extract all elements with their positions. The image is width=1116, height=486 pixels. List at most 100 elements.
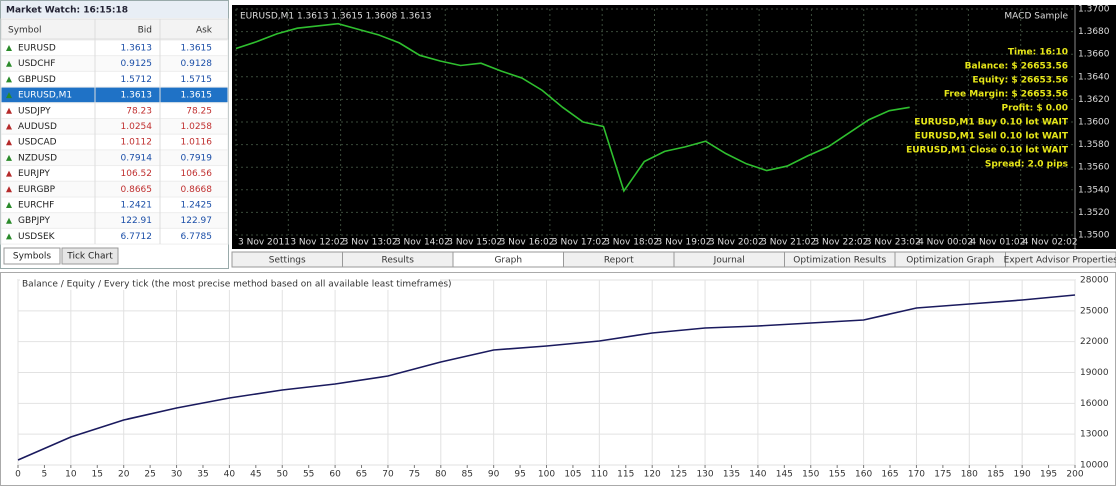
ask: 0.8668 [181,185,213,195]
x-tick-label: 95 [514,470,525,480]
balance-tick-label: 19000 [1080,368,1109,378]
time-label: 3 Nov 23:02 [866,238,921,248]
bid: 78.23 [126,106,152,116]
time-label: 3 Nov 2011 [238,238,290,248]
arrow-icon [6,233,12,240]
tester-tab-label: Graph [494,256,522,266]
ask: 1.2425 [181,201,213,211]
arrow-icon [6,139,12,146]
x-tick-label: 60 [329,470,341,480]
symbol: EURJPY [18,169,50,179]
price-tick-label: 1.3580 [1078,140,1110,150]
tester-tab-label: Journal [713,256,745,266]
arrow-icon [6,170,12,177]
x-tick-label: 30 [171,470,183,480]
bid: 6.7712 [121,232,153,242]
x-tick-label: 195 [1040,470,1057,480]
x-tick-label: 0 [15,470,21,480]
bid: 1.5712 [121,75,153,85]
price-tick-label: 1.3520 [1078,208,1110,218]
price-tick-label: 1.3660 [1078,50,1110,60]
bid: 1.0254 [121,122,153,132]
arrow-icon [6,123,12,130]
x-tick-label: 125 [670,470,687,480]
column-header[interactable]: Ask [196,26,213,36]
arrow-icon [6,107,12,114]
x-tick-label: 100 [538,470,555,480]
x-tick-label: 20 [118,470,130,480]
tester-tab-label: Results [382,256,415,266]
x-tick-label: 120 [644,470,661,480]
x-tick-label: 200 [1066,470,1083,480]
tester-tab-label: Optimization Results [793,256,886,266]
balance-tick-label: 25000 [1080,306,1109,316]
price-line [235,22,910,193]
balance-tick-label: 16000 [1080,399,1109,409]
column-header[interactable]: Symbol [8,26,42,36]
x-tick-label: 135 [723,470,740,480]
x-tick-label: 170 [908,470,925,480]
panel-tab[interactable] [3,247,61,265]
symbol: EURGBP [18,185,56,195]
account-info: Time: 16:10 [1008,48,1068,58]
tester-tab[interactable] [1005,251,1116,268]
arrow-icon [6,154,12,161]
time-label: 4 Nov 01:02 [970,238,1025,248]
account-info: EURUSD,M1 Sell 0.10 lot WAIT [915,132,1069,142]
x-tick-label: 150 [802,470,819,480]
column-header[interactable]: Bid [138,26,152,36]
time-label: 3 Nov 16:02 [500,238,555,248]
panel-tab-label: Symbols [13,252,52,262]
tester-tab-label: Report [604,256,634,266]
x-tick-label: 140 [749,470,766,480]
account-info: Equity: $ 26653.56 [972,76,1068,86]
price-tick-label: 1.3540 [1078,185,1110,195]
panel-tab[interactable] [61,247,119,265]
ask: 122.97 [181,216,213,226]
x-tick-label: 165 [881,470,898,480]
price-tick-label: 1.3680 [1078,27,1110,37]
x-tick-label: 70 [382,470,394,480]
time-label: 3 Nov 18:02 [604,238,659,248]
time-label: 3 Nov 12:02 [290,238,345,248]
x-tick-label: 80 [435,470,447,480]
panel-title: Market Watch: 16:15:18 [6,6,128,16]
account-info: Free Margin: $ 26653.56 [944,90,1068,100]
x-tick-label: 130 [696,470,713,480]
arrow-icon [6,92,12,99]
ask: 1.3615 [181,44,213,54]
ask: 0.9128 [181,59,213,69]
account-info: Balance: $ 26653.56 [965,62,1068,72]
symbol: NZDUSD [18,153,57,163]
time-label: 3 Nov 14:02 [395,238,450,248]
symbol-row[interactable] [0,227,229,245]
balance-tick-label: 10000 [1080,461,1109,471]
panel-title-bar [1,1,228,18]
panel-tab-label: Tick Chart [66,252,113,262]
ask: 1.5715 [181,75,213,85]
x-tick-label: 15 [92,470,103,480]
x-tick-label: 75 [409,470,420,480]
symbol: USDCAD [18,138,57,148]
symbol: AUDUSD [18,122,57,132]
account-info: Spread: 2.0 pips [985,160,1068,170]
x-tick-label: 190 [1014,470,1031,480]
balance-line [17,294,1076,461]
x-tick-label: 45 [250,470,261,480]
arrow-icon [6,60,12,67]
x-tick-label: 90 [488,470,500,480]
bid: 106.52 [121,169,153,179]
bid: 1.0112 [121,138,153,148]
ask: 1.0258 [181,122,213,132]
bid: 0.9125 [121,59,153,69]
arrow-icon [6,76,12,83]
x-tick-label: 160 [855,470,872,480]
x-tick-label: 185 [987,470,1004,480]
balance-tick-label: 22000 [1080,337,1109,347]
tester-tab-label: Optimization Graph [906,256,994,266]
bid: 0.7914 [121,153,153,163]
x-tick-label: 35 [197,470,208,480]
symbol: EURUSD [18,44,56,54]
bid: 1.3613 [121,44,153,54]
x-tick-label: 110 [591,470,608,480]
